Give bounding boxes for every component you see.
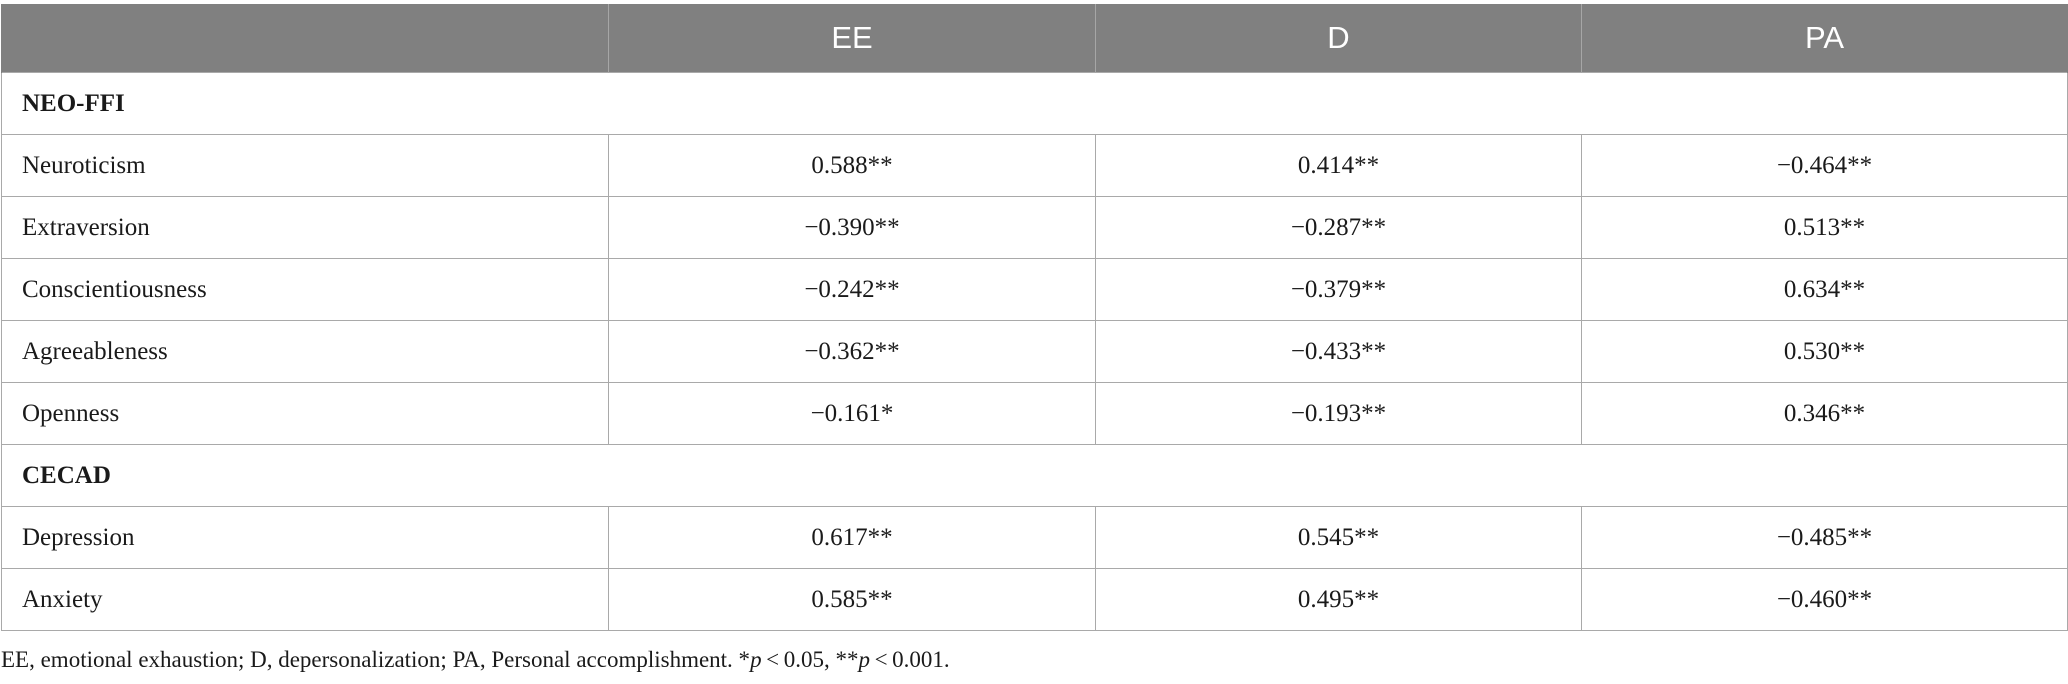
cell-pa: 0.530**	[1581, 320, 2068, 383]
cell-d: 0.545**	[1095, 506, 1582, 569]
section-title: CECAD	[1, 444, 2068, 507]
cell-d: 0.414**	[1095, 134, 1582, 197]
footnote-text: EE, emotional exhaustion; D, depersonali…	[1, 647, 751, 672]
cell-ee: 0.617**	[608, 506, 1096, 569]
row-label: Openness	[1, 382, 609, 445]
cell-d: −0.193**	[1095, 382, 1582, 445]
cell-ee: −0.362**	[608, 320, 1096, 383]
cell-pa: 0.346**	[1581, 382, 2068, 445]
cell-pa: −0.464**	[1581, 134, 2068, 197]
row-label: Neuroticism	[1, 134, 609, 197]
cell-ee: −0.390**	[608, 196, 1096, 259]
row-label: Extraversion	[1, 196, 609, 259]
row-label: Agreeableness	[1, 320, 609, 383]
row-label: Conscientiousness	[1, 258, 609, 321]
section-row-neo-ffi: NEO-FFI	[1, 72, 2068, 135]
cell-ee: −0.161*	[608, 382, 1096, 445]
section-title: NEO-FFI	[1, 72, 2068, 135]
table-row: Openness −0.161* −0.193** 0.346**	[1, 382, 2068, 445]
row-label: Anxiety	[1, 568, 609, 631]
cell-pa: 0.634**	[1581, 258, 2068, 321]
row-label: Depression	[1, 506, 609, 569]
cell-ee: 0.585**	[608, 568, 1096, 631]
cell-pa: 0.513**	[1581, 196, 2068, 259]
section-row-cecad: CECAD	[1, 444, 2068, 507]
cell-d: −0.287**	[1095, 196, 1582, 259]
footnote-threshold-2: < 0.001.	[870, 647, 950, 672]
header-cell-pa: PA	[1581, 4, 2068, 73]
cell-d: −0.433**	[1095, 320, 1582, 383]
cell-pa: −0.485**	[1581, 506, 2068, 569]
header-cell-d: D	[1095, 4, 1582, 73]
cell-d: −0.379**	[1095, 258, 1582, 321]
table-footnote: EE, emotional exhaustion; D, depersonali…	[1, 647, 950, 673]
table-row: Extraversion −0.390** −0.287** 0.513**	[1, 196, 2068, 259]
footnote-p-symbol: p	[750, 647, 762, 672]
cell-pa: −0.460**	[1581, 568, 2068, 631]
header-cell-ee: EE	[608, 4, 1096, 73]
footnote-threshold-1: < 0.05, **	[761, 647, 859, 672]
header-row: EE D PA	[1, 4, 2068, 73]
header-cell-blank	[1, 4, 609, 73]
cell-ee: −0.242**	[608, 258, 1096, 321]
table-row: Neuroticism 0.588** 0.414** −0.464**	[1, 134, 2068, 197]
table-row: Depression 0.617** 0.545** −0.485**	[1, 506, 2068, 569]
cell-ee: 0.588**	[608, 134, 1096, 197]
correlation-table: EE D PA NEO-FFI Neuroticism 0.588** 0.41…	[1, 4, 2068, 631]
correlation-table-container: EE D PA NEO-FFI Neuroticism 0.588** 0.41…	[1, 4, 2068, 631]
table-row: Anxiety 0.585** 0.495** −0.460**	[1, 568, 2068, 631]
table-row: Conscientiousness −0.242** −0.379** 0.63…	[1, 258, 2068, 321]
cell-d: 0.495**	[1095, 568, 1582, 631]
table-row: Agreeableness −0.362** −0.433** 0.530**	[1, 320, 2068, 383]
footnote-p-symbol: p	[858, 647, 871, 672]
